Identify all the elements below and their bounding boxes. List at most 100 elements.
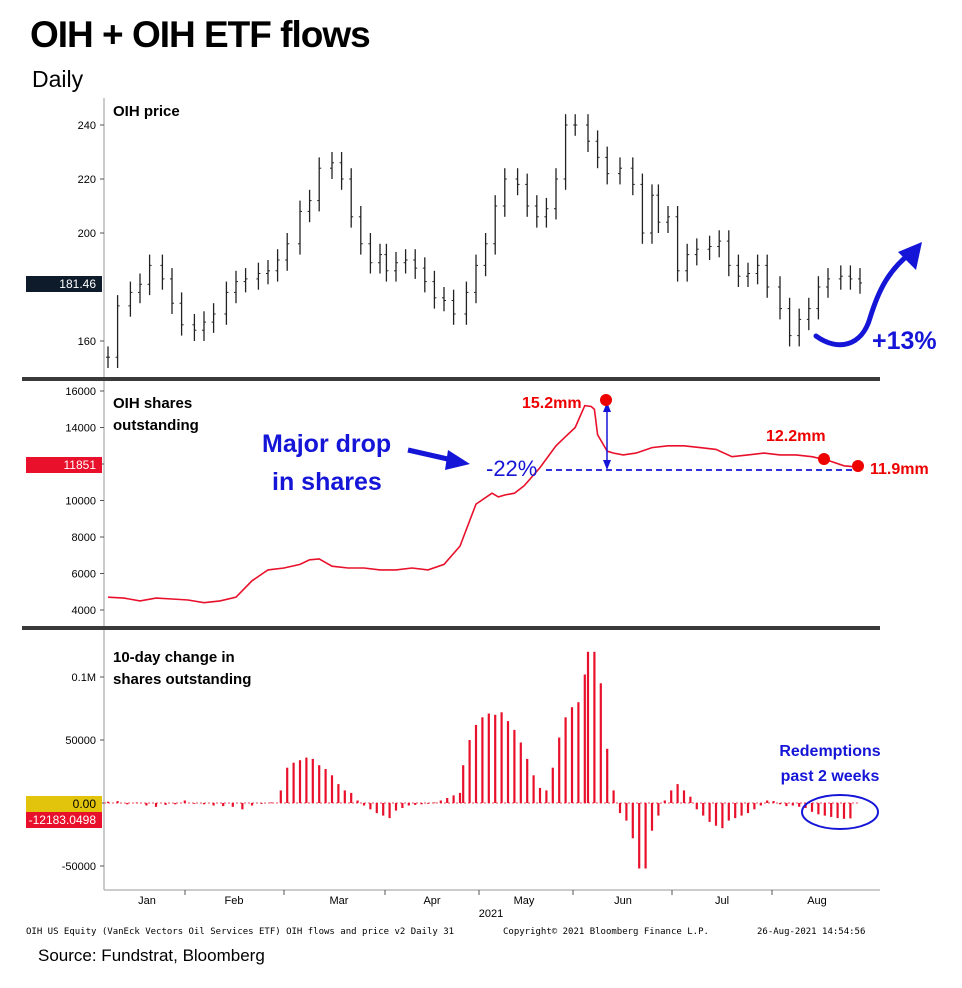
drop-arrow-top-head	[603, 402, 611, 412]
change-bar	[407, 803, 410, 806]
change-bar	[487, 713, 490, 803]
change-bar	[414, 803, 417, 805]
change-bar	[231, 803, 234, 807]
x-month-label: May	[514, 895, 535, 907]
change-bar	[849, 803, 852, 819]
shares-last-value-tag: 11851	[26, 457, 102, 473]
change-bar	[625, 803, 628, 821]
price-ytick-label: 220	[78, 174, 96, 186]
change-bar	[631, 803, 634, 839]
change-bar	[433, 802, 436, 804]
change-bar	[183, 800, 186, 803]
change-bar	[676, 784, 679, 803]
price-series	[106, 114, 862, 368]
shares-ytick-label: 16000	[65, 386, 96, 398]
change-bar	[551, 767, 554, 803]
change-bar	[689, 796, 692, 803]
change-bar	[458, 792, 462, 803]
change-bar	[759, 803, 762, 806]
change-bar	[446, 798, 449, 803]
change-bar	[362, 803, 366, 806]
change-bar	[311, 758, 314, 803]
rebound-pct-label: +13%	[872, 327, 937, 355]
change-bar	[401, 803, 404, 808]
change-bar	[618, 803, 622, 814]
change-bar	[468, 740, 471, 803]
major-drop-arrow-head	[445, 450, 470, 470]
shares-ytick-label: 14000	[65, 423, 96, 435]
change-bar	[260, 803, 263, 804]
change-bar	[778, 803, 782, 805]
mid-marker	[818, 453, 830, 465]
change-bar	[564, 717, 567, 803]
mid-label: 12.2mm	[766, 428, 826, 445]
change-bar	[145, 803, 148, 806]
redemptions-label-line1: Redemptions	[779, 743, 880, 760]
change-bar	[538, 787, 542, 803]
change-bar	[343, 790, 346, 803]
change-bar	[842, 803, 846, 819]
change-bar	[126, 803, 129, 805]
change-bar	[644, 803, 647, 869]
drop-arrow-bottom-head	[603, 460, 611, 470]
change-bar	[356, 800, 359, 803]
change-ytick-label: 0.1M	[72, 672, 96, 684]
change-bar	[337, 784, 340, 803]
change-bar	[154, 803, 158, 807]
change-bar	[324, 769, 327, 803]
footer-copyright: Copyright© 2021 Bloomberg Finance L.P.	[503, 927, 709, 937]
change-bar	[810, 803, 814, 812]
change-bar	[746, 803, 750, 814]
price-panel-title: OIH price	[113, 103, 180, 120]
change-bar	[375, 803, 378, 814]
change-bar	[740, 803, 743, 816]
change-bar	[583, 674, 586, 803]
x-month-label: Apr	[423, 895, 440, 907]
change-bar	[318, 765, 321, 803]
shares-ytick-label: 8000	[72, 532, 96, 544]
redemptions-label-line2: past 2 weeks	[781, 768, 880, 785]
change-ytick-label: 50000	[65, 735, 96, 747]
change-bar	[785, 803, 788, 807]
change-bar	[766, 800, 769, 803]
change-bar	[599, 683, 602, 803]
change-bar	[823, 803, 826, 816]
change-bar	[439, 800, 442, 803]
panel-frames	[22, 98, 880, 891]
change-bar	[836, 803, 839, 819]
change-bar	[474, 724, 478, 803]
change-panel-title-line1: 10-day change in	[113, 649, 235, 666]
change-bar	[305, 757, 308, 803]
change-bar	[382, 803, 385, 816]
change-bar	[791, 803, 794, 806]
change-bar	[222, 803, 225, 807]
price-ytick-label: 240	[78, 120, 96, 132]
redemptions-circle	[801, 794, 879, 830]
shares-ytick-label: 6000	[72, 569, 96, 581]
change-bar	[558, 737, 561, 803]
footer-timestamp: 26-Aug-2021 14:54:56	[757, 927, 865, 937]
change-bar	[388, 803, 391, 819]
change-bar	[116, 801, 119, 803]
change-bar	[164, 803, 167, 805]
change-bar	[695, 803, 698, 810]
change-bar	[727, 803, 730, 821]
change-bar	[350, 792, 353, 803]
change-bar	[106, 801, 110, 803]
shares-ytick-label: 4000	[72, 605, 96, 617]
change-bar	[394, 803, 398, 811]
change-bar	[670, 790, 673, 803]
change-bar	[663, 800, 666, 803]
last-label: 11.9mm	[870, 461, 929, 478]
source-note: Source: Fundstrat, Bloomberg	[38, 946, 265, 965]
change-bars	[104, 651, 860, 869]
change-bar	[586, 651, 590, 803]
change-bar	[570, 707, 574, 803]
change-bar	[286, 767, 289, 803]
change-bar	[734, 803, 737, 819]
price-ytick-label: 200	[78, 228, 96, 240]
change-bar	[212, 803, 215, 806]
change-bar	[494, 714, 497, 803]
change-zero-tag: 0.00	[26, 796, 102, 812]
change-bar	[830, 803, 833, 817]
